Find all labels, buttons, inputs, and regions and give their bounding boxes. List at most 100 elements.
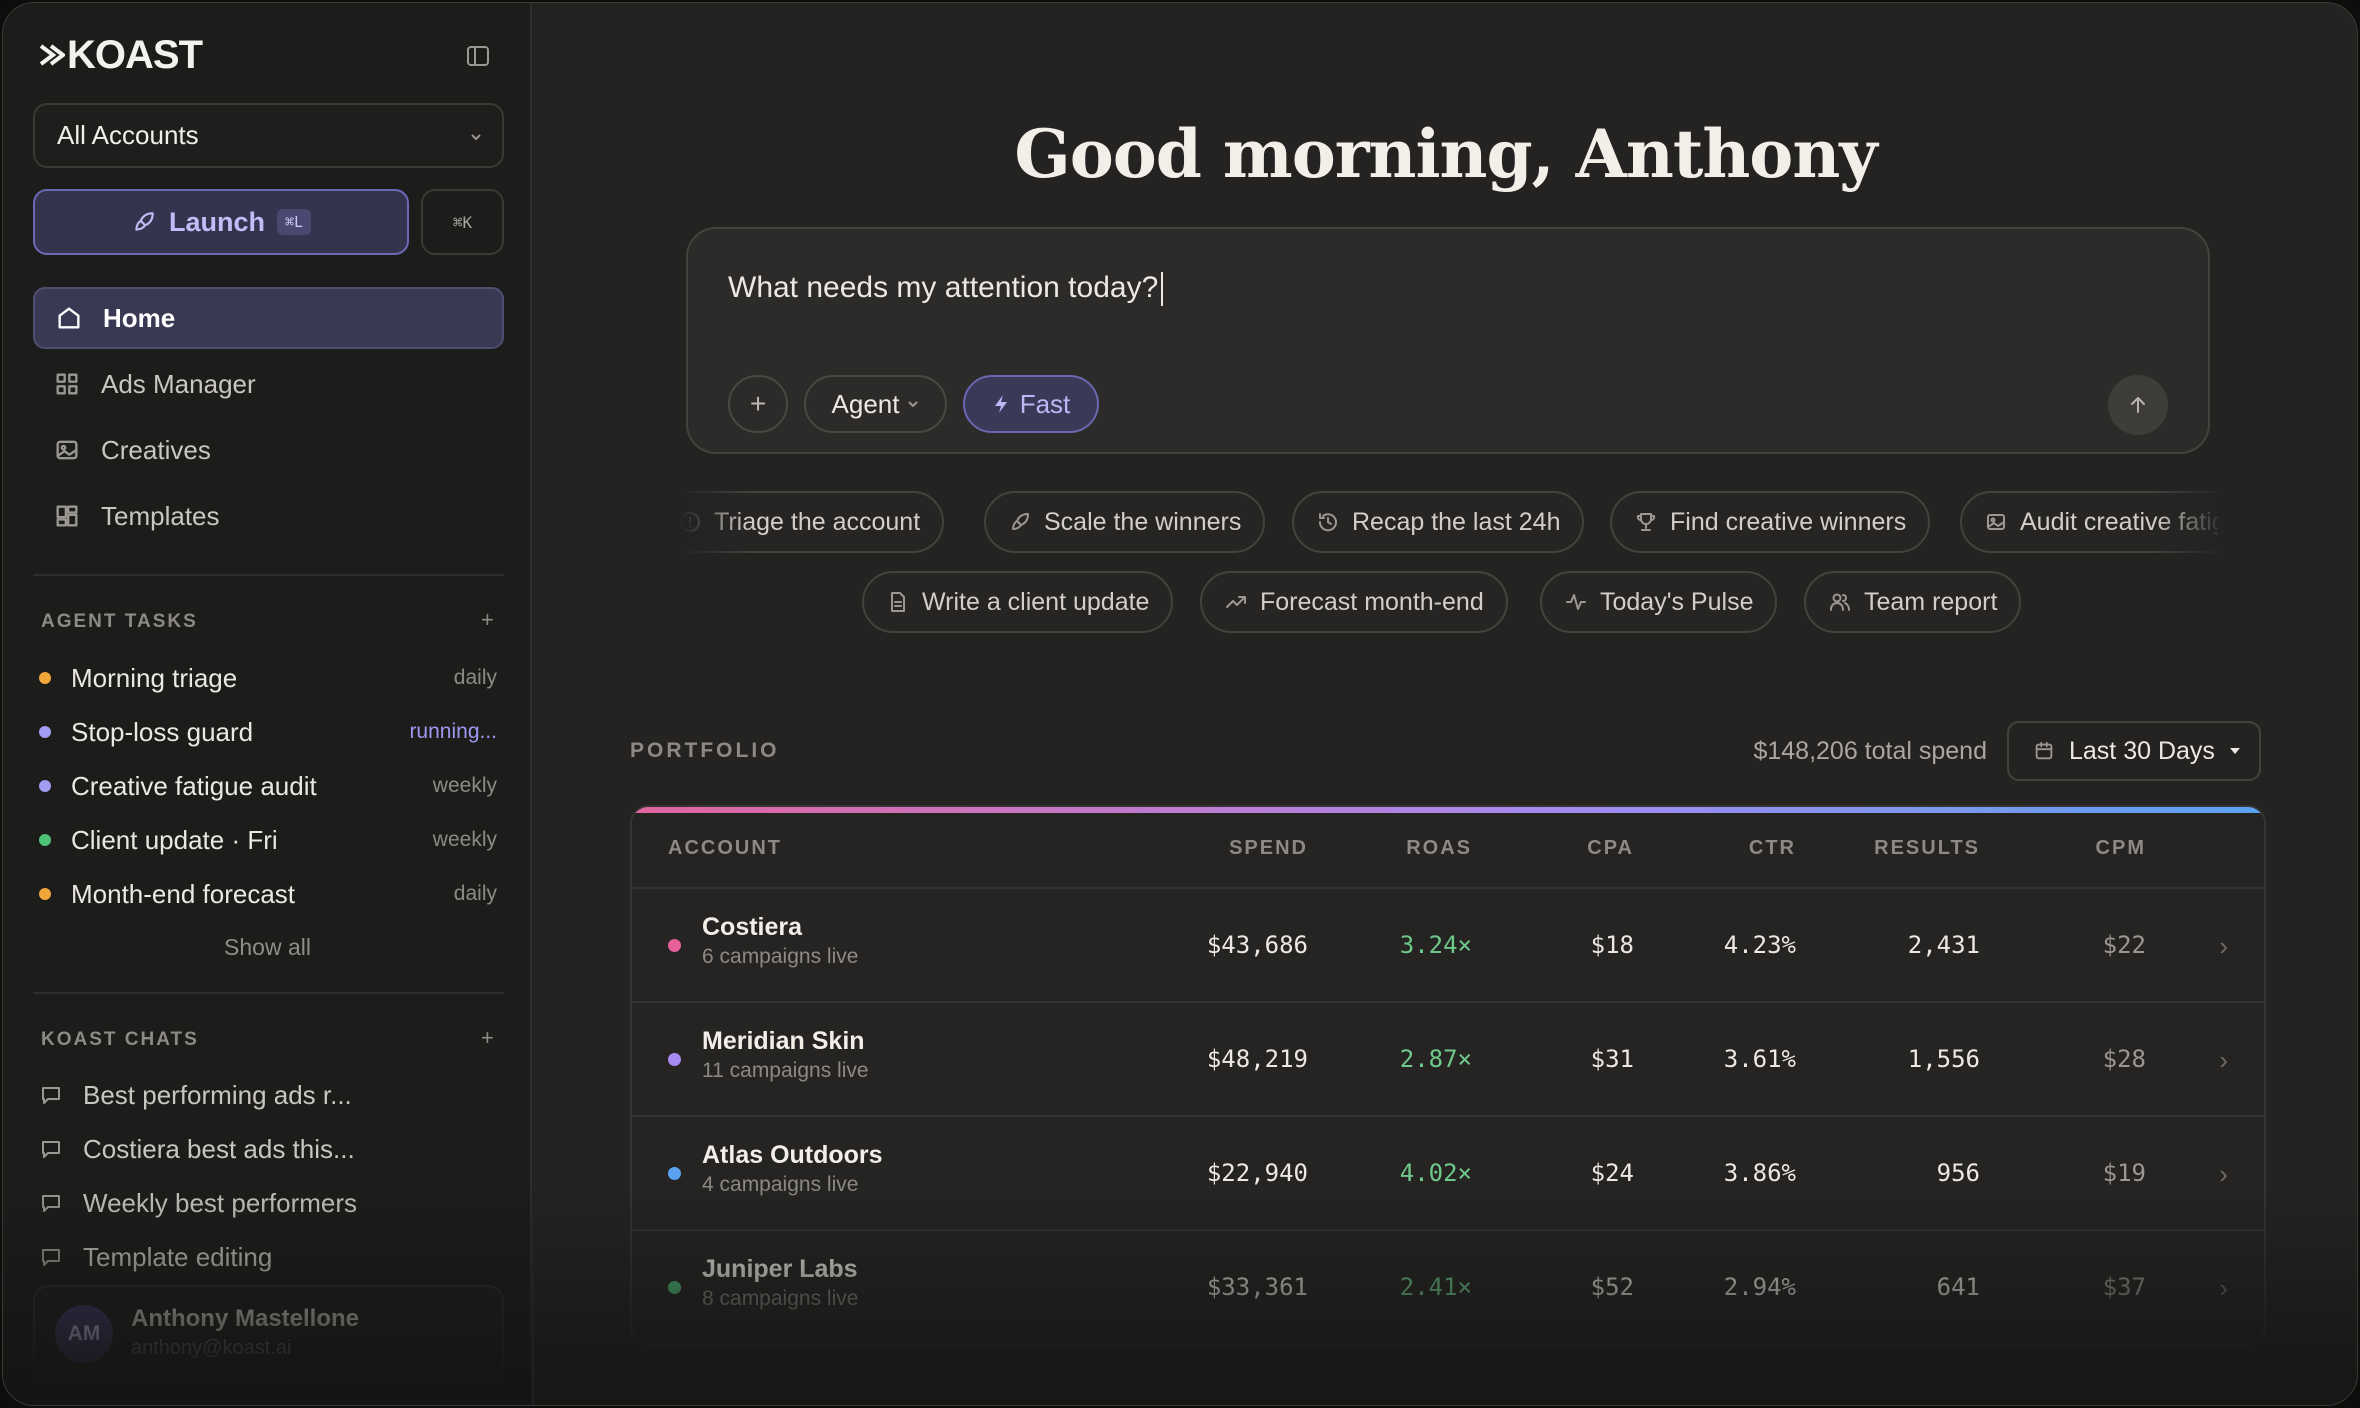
status-dot <box>39 672 51 684</box>
col-header-results: RESULTS <box>1874 837 1980 859</box>
task-name: Creative fatigue audit <box>71 770 317 801</box>
history-icon <box>1318 513 1337 532</box>
trophy-icon <box>1636 513 1656 531</box>
cpm-value: $19 <box>2102 1159 2146 1187</box>
table-row[interactable]: Meridian Skin 11 campaigns live $48,219 … <box>632 1001 2264 1115</box>
task-stop-loss-guard[interactable]: Stop-loss guard running... <box>39 712 497 752</box>
roas-value: 4.02× <box>1399 1159 1472 1187</box>
table-row[interactable]: Atlas Outdoors 4 campaigns live $22,940 … <box>632 1115 2264 1229</box>
chip-label: Today's Pulse <box>1600 587 1754 616</box>
chat-item[interactable]: Best performing ads r... <box>39 1075 352 1115</box>
table-row[interactable]: Juniper Labs 8 campaigns live $33,361 2.… <box>632 1229 2264 1343</box>
chip-label: Write a client update <box>922 587 1150 616</box>
portfolio-heading: PORTFOLIO <box>630 739 780 762</box>
chip-team-report[interactable]: Team report <box>1804 571 2022 633</box>
text-cursor <box>1161 272 1164 307</box>
chip-scale-the-winners[interactable]: Scale the winners <box>984 491 1266 553</box>
chip-label: Recap the last 24h <box>1352 507 1561 536</box>
nav-home[interactable]: Home <box>33 287 504 349</box>
cpm-value: $28 <box>2102 1045 2146 1073</box>
ctr-value: 2.94% <box>1723 1273 1796 1301</box>
ctr-value: 3.61% <box>1723 1045 1796 1073</box>
chat-title: Costiera best ads this... <box>83 1133 355 1164</box>
koast-logo[interactable]: KOAST <box>39 33 203 77</box>
col-header-cpm: CPM <box>2095 837 2146 859</box>
nav-templates[interactable]: Templates <box>33 485 504 547</box>
chip-forecast-month-end[interactable]: Forecast month-end <box>1200 571 1508 633</box>
nav-ads-manager-label: Ads Manager <box>101 368 256 399</box>
table-row[interactable]: Costiera 6 campaigns live $43,686 3.24× … <box>632 887 2264 1001</box>
prompt-input[interactable]: What needs my attention today? <box>728 271 1164 307</box>
chat-title: Weekly best performers <box>83 1187 358 1218</box>
rocket-icon <box>135 212 154 231</box>
prompt-box[interactable]: What needs my attention today? + Agent F… <box>686 227 2210 454</box>
chip-audit-creative-fatigue[interactable]: Audit creative fatigu <box>1960 491 2218 553</box>
command-palette-button[interactable]: ⌘K <box>421 189 504 255</box>
chat-bubble-icon <box>42 1249 60 1266</box>
add-task-button[interactable]: + <box>481 607 494 632</box>
account-name: Juniper Labs <box>702 1255 858 1283</box>
account-select[interactable]: All Accounts <box>33 103 504 168</box>
home-icon <box>58 307 80 329</box>
chip-triage-the-account[interactable]: Triage the account <box>680 491 945 553</box>
results-value: 956 <box>1936 1159 1980 1187</box>
user-profile[interactable]: AM Anthony Mastellone anthony@koast.ai <box>33 1285 504 1385</box>
show-all-tasks-link[interactable]: Show all <box>224 934 311 960</box>
task-creative-fatigue-audit[interactable]: Creative fatigue audit weekly <box>39 766 497 806</box>
launch-button[interactable]: Launch ⌘L <box>33 189 409 255</box>
agent-select-label: Agent <box>831 388 900 419</box>
task-morning-triage[interactable]: Morning triage daily <box>39 658 497 698</box>
user-name: Anthony Mastellone <box>131 1305 360 1332</box>
arrow-up-icon <box>2131 397 2145 413</box>
date-range-label: Last 30 Days <box>2069 736 2215 765</box>
chip-label: Find creative winners <box>1670 507 1907 536</box>
cpa-value: $52 <box>1590 1273 1634 1301</box>
spend-value: $33,361 <box>1206 1273 1308 1301</box>
account-campaigns: 11 campaigns live <box>702 1059 869 1082</box>
chip-todays-pulse[interactable]: Today's Pulse <box>1540 571 1778 633</box>
task-name: Stop-loss guard <box>71 716 254 747</box>
task-client-update[interactable]: Client update · Fri weekly <box>39 820 497 860</box>
main-content: Good morning, Anthony What needs my atte… <box>534 3 2357 1405</box>
chevron-right-icon: › <box>2219 1273 2228 1303</box>
account-color-dot <box>668 1053 681 1066</box>
account-color-dot <box>668 939 681 952</box>
task-frequency: daily <box>453 666 497 689</box>
chat-bubble-icon <box>42 1087 60 1104</box>
task-month-end-forecast[interactable]: Month-end forecast daily <box>39 874 497 914</box>
status-dot <box>39 726 51 738</box>
add-chat-button[interactable]: + <box>481 1025 494 1050</box>
account-select-value: All Accounts <box>57 120 199 150</box>
chip-find-creative-winners[interactable]: Find creative winners <box>1610 491 1931 553</box>
chip-recap-last-24h[interactable]: Recap the last 24h <box>1292 491 1585 553</box>
nav-ads-manager[interactable]: Ads Manager <box>33 353 504 415</box>
launch-label: Launch <box>168 206 265 237</box>
send-button[interactable] <box>2108 375 2168 435</box>
chip-write-client-update[interactable]: Write a client update <box>862 571 1174 633</box>
account-color-dot <box>668 1167 681 1180</box>
chat-item[interactable]: Template editing <box>39 1237 272 1277</box>
prompt-text: What needs my attention today? <box>728 271 1159 304</box>
table-accent-bar <box>632 807 2264 813</box>
fast-mode-toggle[interactable]: Fast <box>963 375 1099 433</box>
suggestion-row: Triage the account Scale the winners Rec… <box>680 489 2218 555</box>
sidebar-divider <box>33 992 504 994</box>
launch-shortcut: ⌘L <box>276 209 312 235</box>
chip-label: Team report <box>1864 587 1998 616</box>
sidebar-toggle-icon[interactable] <box>465 43 491 69</box>
chip-label: Triage the account <box>714 507 921 536</box>
spend-value: $48,219 <box>1206 1045 1308 1073</box>
nav-creatives[interactable]: Creatives <box>33 419 504 481</box>
avatar: AM <box>55 1305 113 1363</box>
col-header-ctr: CTR <box>1748 837 1796 859</box>
account-campaigns: 6 campaigns live <box>702 945 859 968</box>
chevron-right-icon: › <box>2219 931 2228 961</box>
attach-button[interactable]: + <box>728 375 788 433</box>
document-icon <box>891 592 905 612</box>
cpm-value: $22 <box>2102 931 2146 959</box>
agent-select[interactable]: Agent <box>804 375 947 433</box>
chat-item[interactable]: Costiera best ads this... <box>39 1129 355 1169</box>
chat-item[interactable]: Weekly best performers <box>39 1183 357 1223</box>
date-range-select[interactable]: Last 30 Days <box>2007 721 2261 781</box>
